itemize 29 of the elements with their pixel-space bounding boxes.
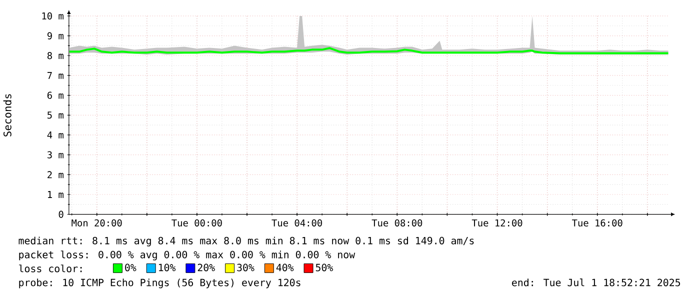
legend-label: 10% (159, 264, 176, 272)
legend-label: 40% (276, 264, 294, 272)
y-tick-label: 1 m (48, 191, 64, 198)
y-tick-label: 2 m (48, 171, 64, 178)
x-tick-label: Tue 12:00 (472, 219, 522, 226)
legend-label: 20% (198, 264, 215, 272)
text: median rtt: 8.1 ms avg 8.4 ms max 8.0 ms min 8.1 ms now 0.1 ms sd 149.0 am/s (18, 236, 474, 246)
legend-title: loss color: (19, 264, 82, 272)
y-tick-label: 3 m (48, 151, 64, 158)
y-tick-label: 8 m (47, 52, 64, 60)
x-tick-label: Tue 04:00 (272, 219, 322, 226)
legend-label: 30% (237, 264, 254, 272)
x-tick-label: Tue 16:00 (572, 219, 622, 226)
y-tick-label: 10 m (42, 12, 64, 20)
text: packet loss: 0.00 % avg 0.00 % max 0.00 % min 0.00 % now (19, 250, 356, 260)
legend-label: 50% (316, 264, 334, 272)
x-tick-label: Mon 20:00 (72, 219, 122, 226)
y-tick-label: 4 m (47, 131, 64, 138)
y-tick-label: 7 m (48, 72, 64, 79)
legend-label: 0% (125, 264, 136, 272)
y-axis-title: Seconds (3, 94, 12, 136)
text: probe: 10 ICMP Echo Pings (56 Bytes) every 120s (19, 278, 300, 288)
y-tick-label: 5 m (48, 112, 64, 119)
x-tick-label: Tue 00:00 (172, 219, 222, 226)
x-tick-label: Tue 08:00 (372, 219, 422, 226)
y-tick-label: 0 (58, 210, 64, 218)
y-tick-label: 6 m (47, 92, 64, 99)
y-tick-label: 9 m (47, 32, 64, 40)
text: end: Tue Jul 1 18:52:21 2025 (512, 278, 680, 286)
